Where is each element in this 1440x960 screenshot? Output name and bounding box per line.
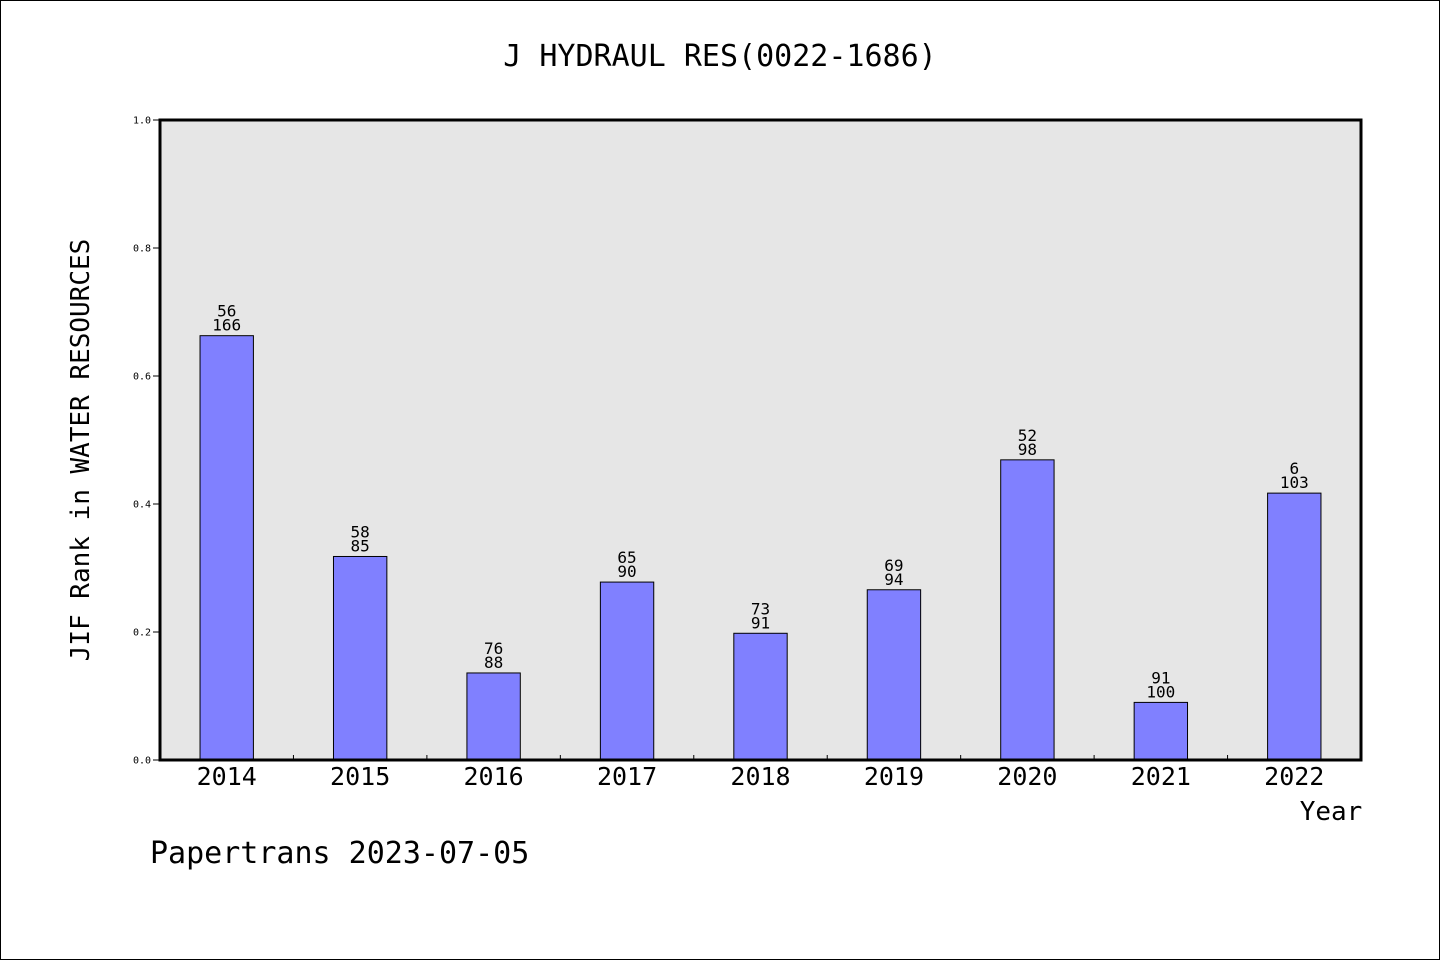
x-tick-label: 2022 xyxy=(1264,762,1324,791)
x-axis: 2014 2015 2016 2017 2018 2019 2020 2021 2022 xyxy=(197,755,1324,791)
bar xyxy=(1000,459,1055,761)
bar-label-total: 103 xyxy=(1280,473,1309,492)
bar-label-rank: 73 xyxy=(751,599,770,618)
x-tick-label: 2017 xyxy=(597,762,657,791)
bar-label-rank: 52 xyxy=(1018,426,1037,445)
bar-series xyxy=(199,335,1322,761)
bar xyxy=(332,555,388,761)
bar-label-total: 91 xyxy=(751,613,770,632)
x-tick-label: 2020 xyxy=(997,762,1057,791)
bar xyxy=(733,632,788,761)
bar-label-rank: 6 xyxy=(1289,459,1299,478)
y-tick-label: 0.6 xyxy=(133,372,151,383)
bar-label-rank: 76 xyxy=(484,639,503,658)
y-tick-label: 0.2 xyxy=(133,628,151,639)
x-tick-label: 2021 xyxy=(1131,762,1191,791)
y-axis: 0.0 0.2 0.4 0.6 0.8 1.0 xyxy=(133,116,160,767)
bar-label-rank: 56 xyxy=(217,302,236,321)
bar-label-rank: 91 xyxy=(1151,668,1170,687)
footer-text: Papertrans 2023-07-05 xyxy=(150,836,529,871)
x-tick-label: 2019 xyxy=(864,762,924,791)
bar-label-total: 98 xyxy=(1018,440,1037,459)
bar xyxy=(199,335,254,761)
bar xyxy=(466,672,521,761)
x-tick-label: 2016 xyxy=(464,762,524,791)
bar xyxy=(866,589,922,761)
bar xyxy=(599,581,655,761)
x-tick-label: 2015 xyxy=(330,762,390,791)
x-axis-title: Year xyxy=(1300,797,1363,827)
bar-label-total: 90 xyxy=(617,562,636,581)
y-tick-label: 0.4 xyxy=(133,500,151,511)
y-axis-title: JIF Rank in WATER RESOURCES xyxy=(66,239,96,662)
bar-label-total: 166 xyxy=(212,316,241,335)
y-tick-label: 1.0 xyxy=(133,116,151,127)
bar-label-rank: 58 xyxy=(351,522,370,541)
bar xyxy=(1267,492,1322,761)
bar-label-total: 100 xyxy=(1146,682,1175,701)
y-tick-label: 0.8 xyxy=(133,244,151,255)
bar-label-rank: 65 xyxy=(617,548,636,567)
bar-label-total: 88 xyxy=(484,653,503,672)
bar xyxy=(1133,701,1189,761)
x-tick-label: 2014 xyxy=(197,762,257,791)
bar-label-total: 85 xyxy=(351,536,370,555)
y-tick-label: 0.0 xyxy=(133,756,151,767)
bar-label-rank: 69 xyxy=(884,556,903,575)
bar-label-total: 94 xyxy=(884,570,903,589)
x-tick-label: 2018 xyxy=(730,762,790,791)
chart-title: J HYDRAUL RES(0022-1686) xyxy=(503,39,936,74)
plot-border xyxy=(158,118,1363,762)
